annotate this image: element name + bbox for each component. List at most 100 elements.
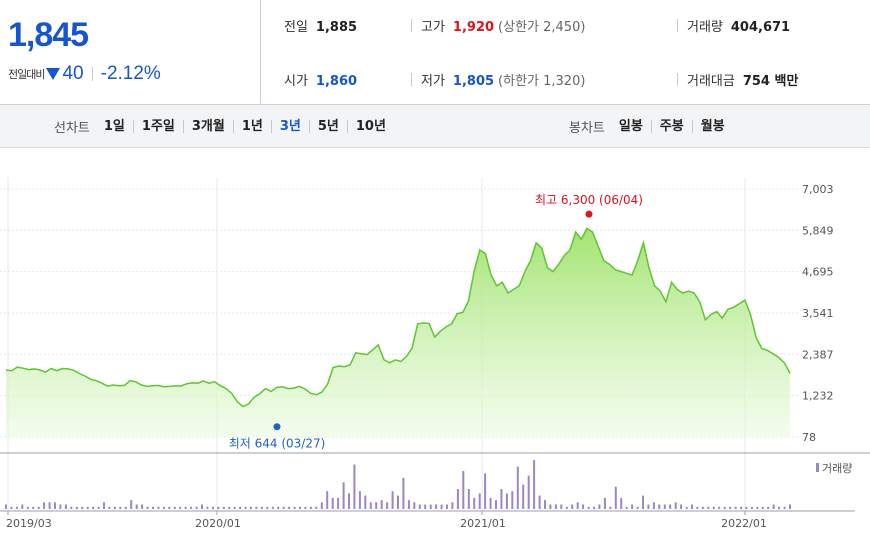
volume-bar xyxy=(299,506,301,509)
prev-close-value: 1,885 xyxy=(315,20,358,35)
volume-bar xyxy=(353,464,356,509)
volume-bar xyxy=(141,504,144,509)
candle-monthly[interactable]: 월봉 xyxy=(691,119,733,133)
volume-bar xyxy=(593,506,595,509)
volume-bar xyxy=(43,502,46,509)
volume-bar xyxy=(391,491,394,509)
x-tick-label: 2022/01 xyxy=(721,517,767,530)
volume-bars xyxy=(5,460,791,509)
period-3m[interactable]: 3개월 xyxy=(182,119,233,133)
volume-bar xyxy=(631,504,634,509)
chart-toolbar: 선차트 1일 1주일 3개월 1년 3년 5년 10년 봉차트 일봉 주봉 월봉 xyxy=(0,105,870,148)
volume-bar xyxy=(413,502,416,509)
volume-bar xyxy=(440,504,443,509)
volume-bar xyxy=(211,506,214,509)
volume-bar xyxy=(701,506,704,509)
volume-bar xyxy=(369,502,372,509)
volume-bar xyxy=(288,506,291,509)
amount-label: 거래대금 xyxy=(687,74,735,89)
volume-bar xyxy=(576,502,579,509)
volume-bar xyxy=(544,500,546,509)
candle-daily[interactable]: 일봉 xyxy=(618,118,643,134)
open-label: 시가 xyxy=(284,74,308,89)
candle-weekly[interactable]: 주봉 xyxy=(650,119,692,133)
high-label: 고가 xyxy=(421,20,445,35)
volume-label: 거래량 xyxy=(687,20,723,35)
volume-bar xyxy=(244,506,247,509)
period-5y[interactable]: 5년 xyxy=(308,119,347,133)
volume-bar xyxy=(582,504,585,509)
volume-bar xyxy=(70,506,73,509)
volume-bar xyxy=(772,504,775,509)
high-annotation: 최고 6,300 (06/04) xyxy=(535,193,643,207)
volume-bar xyxy=(789,504,791,509)
volume-bar xyxy=(522,484,525,509)
amount-value: 754 백만 xyxy=(742,74,799,89)
current-price: 1,845 xyxy=(8,16,89,54)
volume-bar xyxy=(228,506,231,509)
price-chart: 7,003 5,849 4,695 3,541 2,387 1,232 78 최고 6,30… xyxy=(0,178,870,530)
volume-legend-swatch xyxy=(816,463,819,472)
volume-bar xyxy=(337,497,340,509)
volume-bar xyxy=(636,506,639,509)
volume-bar xyxy=(740,506,742,509)
period-3y[interactable]: 3년 xyxy=(270,119,309,133)
volume-bar xyxy=(625,506,628,509)
volume-bar xyxy=(783,506,786,509)
volume-bar xyxy=(500,489,503,509)
volume-bar xyxy=(108,506,111,509)
low-annotation: 최저 644 (03/27) xyxy=(229,437,326,451)
volume-bar xyxy=(565,506,568,509)
volume-bar xyxy=(767,506,770,509)
volume-bar xyxy=(642,495,644,509)
volume-bar xyxy=(511,491,514,509)
divider xyxy=(677,19,678,32)
open-value: 1,860 xyxy=(315,74,358,89)
period-1y[interactable]: 1년 xyxy=(232,119,271,133)
volume-bar xyxy=(467,489,470,509)
volume-bar xyxy=(478,493,481,509)
open-price: 시가 1,860 xyxy=(284,70,357,89)
volume-bar xyxy=(446,504,448,509)
volume-bar xyxy=(571,504,574,509)
volume-bar xyxy=(124,506,127,509)
volume-bar xyxy=(184,506,187,509)
period-1w[interactable]: 1주일 xyxy=(132,119,183,133)
volume-bar xyxy=(761,506,764,509)
quote-header: 1,845 전일대비 40 -2.12% 전일 1,885 고가 1,920 (… xyxy=(0,0,870,105)
volume-bar xyxy=(342,482,345,509)
volume-bar xyxy=(348,493,350,509)
candle-chart-periods: 봉차트 일봉 주봉 월봉 xyxy=(569,105,733,147)
y-tick-label: 3,541 xyxy=(802,307,834,320)
volume-bar xyxy=(560,504,563,509)
volume-bar xyxy=(505,493,508,509)
volume-bar xyxy=(239,506,242,509)
volume-bar xyxy=(756,506,759,509)
volume-bar xyxy=(320,502,323,509)
volume-bar xyxy=(206,506,209,509)
volume-bar xyxy=(277,506,280,509)
y-tick-label: 2,387 xyxy=(802,348,834,361)
change-row: 전일대비 40 -2.12% xyxy=(8,62,161,86)
high-price: 고가 1,920 (상한가 2,450) xyxy=(421,16,585,35)
volume-bar xyxy=(598,504,601,509)
prev-close-label: 전일 xyxy=(284,20,308,35)
volume-bar xyxy=(113,506,116,509)
volume-bar xyxy=(402,477,405,509)
volume-bar xyxy=(691,504,693,509)
period-10y[interactable]: 10년 xyxy=(346,119,394,133)
volume-bar xyxy=(15,506,18,509)
volume-bar xyxy=(250,506,252,509)
volume-bar xyxy=(685,506,688,509)
trade-amount: 거래대금 754 백만 xyxy=(687,70,798,89)
x-tick-label: 2019/03 xyxy=(6,517,52,530)
volume-bar xyxy=(549,504,552,509)
volume-bar xyxy=(260,506,263,509)
volume-bar xyxy=(282,506,285,509)
volume-bar xyxy=(217,506,220,509)
volume-bar xyxy=(59,504,62,509)
volume-bar xyxy=(315,506,318,509)
volume-bar xyxy=(734,506,737,509)
period-1d[interactable]: 1일 xyxy=(103,118,125,134)
divider xyxy=(91,67,93,81)
